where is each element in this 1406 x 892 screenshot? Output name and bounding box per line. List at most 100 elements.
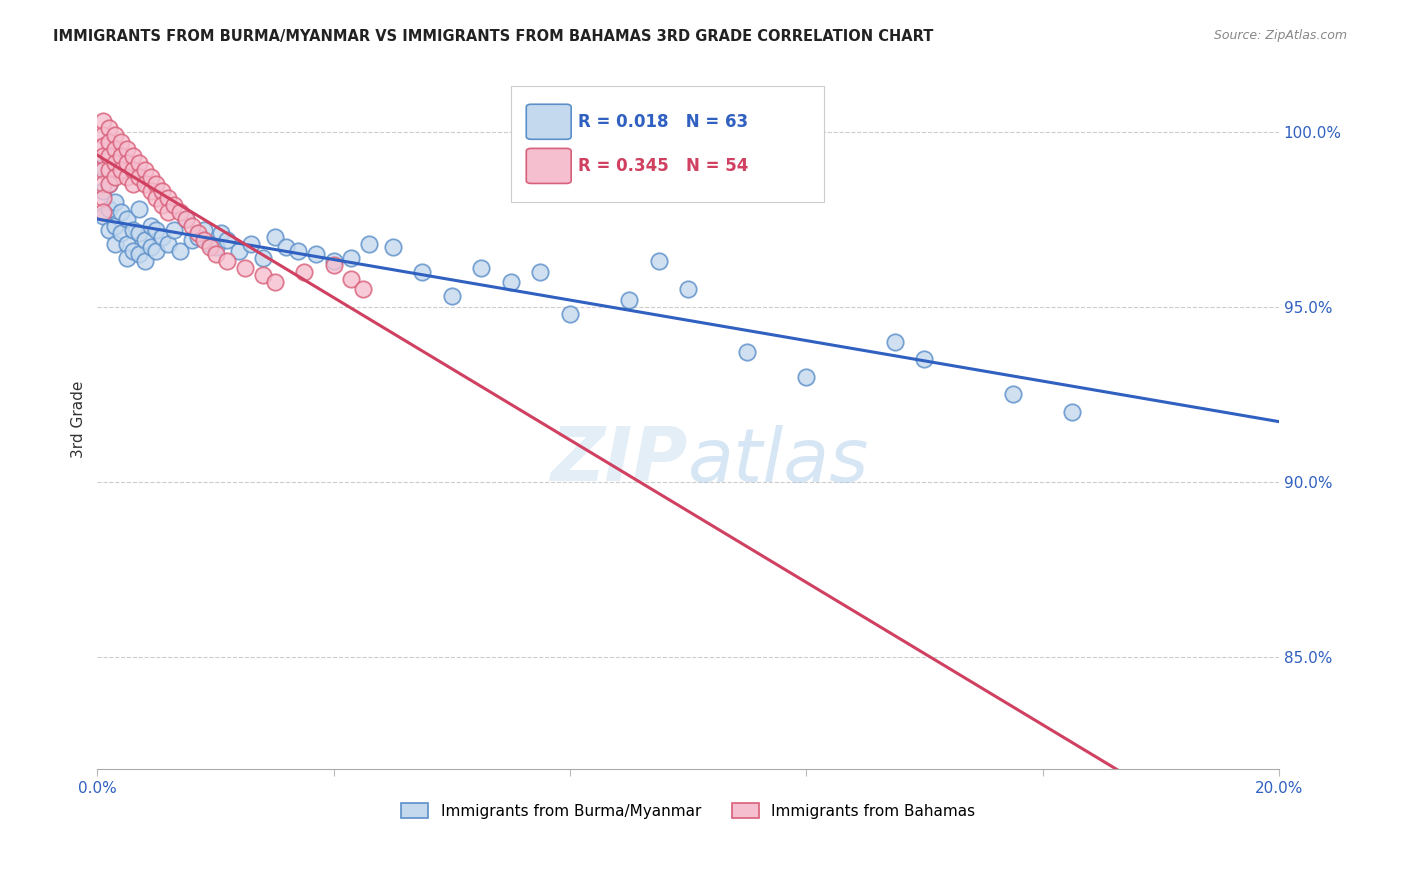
Point bbox=[157, 236, 180, 251]
Point bbox=[359, 236, 381, 251]
Point bbox=[305, 247, 328, 261]
Y-axis label: 3rd Grade: 3rd Grade bbox=[72, 380, 86, 458]
Point bbox=[91, 205, 114, 219]
Point bbox=[91, 177, 114, 191]
Point bbox=[98, 177, 121, 191]
Point bbox=[193, 233, 215, 247]
Point bbox=[110, 149, 132, 163]
Point bbox=[110, 226, 132, 240]
Point bbox=[134, 254, 156, 268]
Point bbox=[115, 212, 138, 227]
Point bbox=[104, 156, 127, 170]
Point bbox=[322, 254, 344, 268]
Point bbox=[104, 142, 127, 156]
Point bbox=[187, 226, 209, 240]
Point bbox=[91, 114, 114, 128]
Point bbox=[115, 156, 138, 170]
Point bbox=[883, 334, 905, 349]
Point bbox=[150, 184, 173, 198]
Point bbox=[735, 345, 758, 359]
Point bbox=[381, 240, 404, 254]
Point bbox=[121, 149, 143, 163]
Point bbox=[276, 240, 298, 254]
Point bbox=[263, 275, 285, 289]
Point bbox=[163, 223, 186, 237]
Point bbox=[157, 205, 180, 219]
Point bbox=[169, 205, 191, 219]
Point bbox=[174, 212, 197, 227]
Point bbox=[115, 142, 138, 156]
Point bbox=[180, 219, 202, 234]
Point bbox=[617, 293, 640, 307]
Point bbox=[1062, 405, 1084, 419]
Point bbox=[91, 184, 114, 198]
Point bbox=[529, 265, 551, 279]
Point bbox=[134, 163, 156, 178]
Text: atlas: atlas bbox=[688, 425, 869, 497]
Point bbox=[150, 198, 173, 212]
Point bbox=[110, 163, 132, 178]
Text: IMMIGRANTS FROM BURMA/MYANMAR VS IMMIGRANTS FROM BAHAMAS 3RD GRADE CORRELATION C: IMMIGRANTS FROM BURMA/MYANMAR VS IMMIGRA… bbox=[53, 29, 934, 44]
Point bbox=[91, 160, 114, 174]
Point bbox=[198, 240, 221, 254]
Point bbox=[98, 121, 121, 136]
Point bbox=[217, 254, 239, 268]
Point bbox=[98, 177, 121, 191]
Point bbox=[204, 240, 226, 254]
Point bbox=[98, 163, 121, 178]
FancyBboxPatch shape bbox=[526, 148, 571, 184]
Text: R = 0.345   N = 54: R = 0.345 N = 54 bbox=[578, 157, 748, 175]
Point bbox=[91, 191, 114, 205]
Point bbox=[91, 128, 114, 142]
Point bbox=[115, 170, 138, 185]
Point bbox=[145, 191, 167, 205]
Point bbox=[340, 251, 363, 265]
Point bbox=[292, 265, 315, 279]
Point bbox=[104, 128, 127, 142]
Point bbox=[228, 244, 250, 258]
Point bbox=[239, 236, 262, 251]
Point bbox=[157, 191, 180, 205]
Point bbox=[180, 233, 202, 247]
Point bbox=[139, 184, 162, 198]
FancyBboxPatch shape bbox=[526, 104, 571, 139]
Text: R = 0.018   N = 63: R = 0.018 N = 63 bbox=[578, 112, 748, 131]
Point bbox=[914, 352, 936, 367]
Point bbox=[91, 149, 114, 163]
Point bbox=[440, 289, 463, 303]
Point bbox=[204, 247, 226, 261]
Point bbox=[352, 282, 374, 296]
Point bbox=[340, 272, 363, 286]
Point bbox=[104, 219, 127, 234]
Point bbox=[121, 163, 143, 178]
Point bbox=[110, 135, 132, 149]
Point bbox=[128, 156, 150, 170]
Point bbox=[287, 244, 309, 258]
Point bbox=[794, 369, 817, 384]
Point bbox=[121, 244, 143, 258]
Point bbox=[91, 138, 114, 153]
Legend: Immigrants from Burma/Myanmar, Immigrants from Bahamas: Immigrants from Burma/Myanmar, Immigrant… bbox=[395, 797, 981, 825]
Point bbox=[98, 135, 121, 149]
Point bbox=[470, 261, 492, 276]
Point bbox=[134, 177, 156, 191]
Point bbox=[252, 251, 274, 265]
Point bbox=[139, 170, 162, 185]
Point bbox=[193, 223, 215, 237]
Point bbox=[187, 229, 209, 244]
Point bbox=[104, 194, 127, 209]
Text: Source: ZipAtlas.com: Source: ZipAtlas.com bbox=[1213, 29, 1347, 42]
Point bbox=[98, 223, 121, 237]
Point bbox=[128, 226, 150, 240]
Point bbox=[128, 170, 150, 185]
Point bbox=[263, 229, 285, 244]
Point bbox=[198, 236, 221, 251]
Point bbox=[252, 268, 274, 283]
Point bbox=[209, 226, 232, 240]
Point bbox=[150, 229, 173, 244]
Point bbox=[128, 202, 150, 216]
Point bbox=[139, 240, 162, 254]
Point bbox=[499, 275, 522, 289]
Point bbox=[115, 251, 138, 265]
Point bbox=[169, 244, 191, 258]
